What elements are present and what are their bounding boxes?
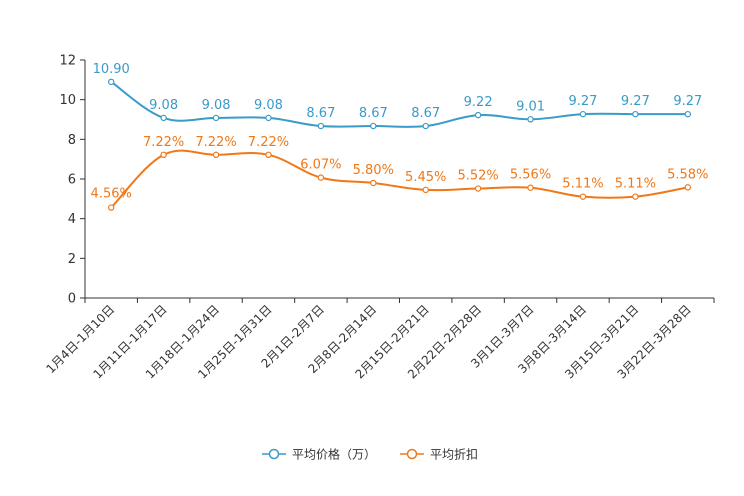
data-label: 9.01 (516, 99, 545, 114)
data-point[interactable] (317, 174, 325, 181)
data-point[interactable] (370, 122, 377, 130)
data-point[interactable] (160, 151, 167, 159)
y-tick-label: 0 (68, 292, 76, 307)
data-label: 9.22 (464, 95, 493, 110)
data-label: 10.90 (93, 62, 130, 77)
y-tick-label: 8 (68, 133, 76, 148)
data-point[interactable] (265, 151, 272, 159)
y-tick-label: 4 (68, 212, 76, 227)
data-label: 9.08 (202, 98, 231, 113)
data-label: 5.58% (667, 167, 708, 182)
data-label: 8.67 (411, 106, 440, 121)
data-point[interactable] (684, 110, 691, 118)
data-labels: 10.90 9.08 9.08 9.08 8.67 8.67 8.67 9.22 9.01 9.2… (91, 62, 709, 202)
legend-item-0[interactable]: 平均价格（万） (262, 447, 376, 462)
data-point[interactable] (422, 186, 429, 194)
data-label: 4.56% (91, 187, 132, 202)
data-point[interactable] (370, 179, 377, 187)
data-point[interactable] (212, 114, 220, 122)
data-label: 7.22% (195, 135, 236, 150)
data-point[interactable] (422, 122, 429, 130)
data-point[interactable] (474, 185, 482, 192)
data-point[interactable] (684, 184, 691, 191)
series-line-1 (110, 149, 688, 209)
data-point[interactable] (317, 122, 325, 130)
data-point[interactable] (212, 151, 220, 159)
data-label: 5.11% (615, 177, 656, 192)
data-point[interactable] (527, 184, 534, 191)
data-label: 5.80% (353, 163, 394, 178)
data-point[interactable] (579, 193, 587, 200)
data-point[interactable] (632, 193, 639, 200)
data-point[interactable] (632, 110, 639, 118)
data-label: 9.27 (673, 94, 702, 109)
data-label: 9.27 (621, 94, 650, 109)
data-label: 5.11% (562, 177, 603, 192)
data-point[interactable] (160, 114, 167, 122)
legend[interactable]: 平均价格（万） 平均折扣 (262, 447, 478, 462)
y-tick-label: 10 (59, 93, 76, 108)
series-layer (108, 78, 691, 211)
series-line-0 (110, 80, 688, 128)
data-label: 6.07% (300, 158, 341, 173)
data-label: 5.52% (457, 169, 498, 184)
data-point[interactable] (579, 110, 587, 118)
data-point[interactable] (265, 114, 272, 122)
data-point[interactable] (108, 204, 115, 211)
legend-item-1[interactable]: 平均折扣 (400, 447, 478, 462)
y-tick-label: 6 (68, 173, 76, 188)
data-label: 8.67 (359, 106, 388, 121)
data-label: 9.08 (254, 98, 283, 113)
legend-label: 平均价格（万） (292, 447, 376, 462)
legend-marker-icon (406, 448, 418, 460)
legend-marker-icon (268, 448, 280, 460)
data-label: 5.45% (405, 170, 446, 185)
y-tick-label: 12 (59, 54, 76, 69)
data-point[interactable] (527, 116, 534, 123)
y-tick-label: 2 (68, 252, 76, 267)
data-label: 5.56% (510, 168, 551, 183)
data-label: 7.22% (143, 135, 184, 150)
legend-label: 平均折扣 (430, 447, 478, 462)
data-label: 9.27 (568, 94, 597, 109)
data-label: 8.67 (306, 106, 335, 121)
data-label: 9.08 (149, 98, 178, 113)
data-label: 7.22% (248, 135, 289, 150)
data-point[interactable] (108, 78, 115, 86)
data-point[interactable] (474, 111, 482, 119)
axes: 0246810121月4日-1月10日1月11日-1月17日1月18日-1月24… (43, 54, 715, 382)
